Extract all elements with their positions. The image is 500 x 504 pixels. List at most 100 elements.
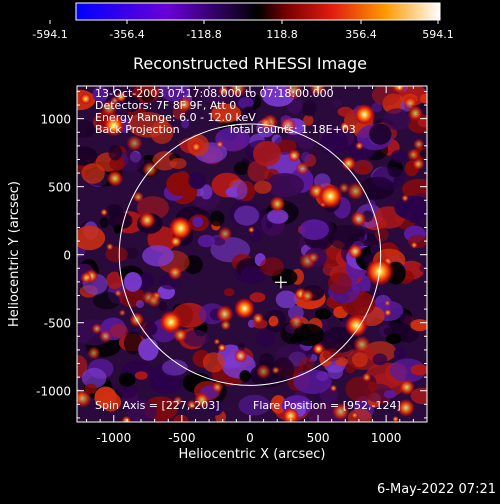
heatmap-cell <box>247 160 269 183</box>
heatmap-hotspot <box>114 289 122 298</box>
heatmap-cell <box>209 210 225 227</box>
heatmap-hotspot <box>259 117 272 130</box>
heatmap-cell <box>123 272 142 292</box>
heatmap-hotspot <box>106 243 114 251</box>
y-tick-label: -500 <box>44 317 71 331</box>
heatmap-cell <box>100 392 122 412</box>
heatmap-hotspot <box>80 271 93 284</box>
heatmap-cell <box>385 333 402 344</box>
heatmap-hotspot <box>353 335 371 354</box>
heatmap-hotspot <box>340 121 350 131</box>
heatmap-cell <box>150 120 174 144</box>
heatmap-cell <box>149 86 160 96</box>
heatmap-cell <box>420 93 427 104</box>
heatmap-cell <box>134 371 148 380</box>
heatmap-cell <box>410 319 427 332</box>
heatmap-cell <box>123 331 143 355</box>
heatmap-hotspot <box>312 343 325 355</box>
heatmap-cell <box>328 272 352 294</box>
heatmap-cell <box>332 99 342 108</box>
heatmap-cell <box>293 323 324 346</box>
heatmap-hotspot <box>147 294 161 308</box>
heatmap-cell <box>92 291 121 310</box>
heatmap-cell <box>352 352 368 368</box>
x-axis-label: Heliocentric X (arcsec) <box>179 447 326 462</box>
heatmap-cell <box>303 114 314 126</box>
heatmap-cell <box>239 370 251 383</box>
heatmap-cell <box>181 118 190 129</box>
heatmap-cell <box>215 126 251 152</box>
y-tick-label: 0 <box>63 249 71 263</box>
heatmap-cell <box>268 315 279 327</box>
heatmap-cell <box>372 353 388 366</box>
heatmap-cell <box>272 357 295 383</box>
plot-frame <box>76 85 428 423</box>
heatmap-cell <box>170 158 187 169</box>
heatmap-hotspot <box>173 396 183 406</box>
heatmap-hotspot <box>186 399 197 410</box>
heatmap-cell <box>371 102 383 113</box>
heatmap-hotspot <box>413 138 425 150</box>
heatmap-hotspot <box>121 415 132 422</box>
heatmap-cell <box>142 245 174 267</box>
x-tick-label: 1000 <box>371 431 402 445</box>
heatmap-hotspot <box>194 392 210 408</box>
heatmap-cell <box>135 300 145 309</box>
heatmap-hotspot <box>217 343 227 352</box>
heatmap-hotspot <box>213 338 221 345</box>
heatmap-hotspot <box>347 243 363 259</box>
heatmap-cell <box>299 357 315 371</box>
bright-source <box>344 314 368 337</box>
heatmap-hotspot <box>410 241 418 249</box>
heatmap-cell <box>383 327 394 336</box>
heatmap-cell <box>345 376 375 402</box>
heatmap-cell <box>200 184 213 200</box>
heatmap-hotspot <box>398 379 415 396</box>
heatmap-cell <box>394 195 427 221</box>
heatmap-cell <box>371 86 401 106</box>
heatmap-hotspot <box>269 196 286 212</box>
heatmap-cell <box>260 257 284 277</box>
heatmap-cell <box>293 369 332 395</box>
annotation-time-range: 13-Oct-2003 07:17:08.000 to 07:18:00.000 <box>95 87 334 100</box>
bright-source <box>318 183 343 209</box>
heatmap-cell <box>122 95 141 113</box>
heatmap-cell <box>211 103 242 123</box>
heatmap-cell <box>192 216 203 228</box>
heatmap-cell <box>369 123 392 145</box>
heatmap-hotspot <box>106 170 124 187</box>
heatmap-cell <box>383 108 411 131</box>
annotation-method: Back Projection <box>95 123 180 136</box>
y-axis-label: Heliocentric Y (arcsec) <box>7 181 22 327</box>
heatmap-hotspot <box>351 411 359 419</box>
heatmap-hotspot <box>216 140 224 149</box>
heatmap-cell <box>117 383 138 399</box>
heatmap-hotspot <box>191 141 202 153</box>
heatmap-cell <box>223 288 235 297</box>
heatmap-hotspot <box>77 389 92 408</box>
heatmap-hotspot <box>295 161 310 176</box>
heatmap-cell <box>99 217 109 229</box>
heatmap-hotspot <box>307 251 320 264</box>
heatmap-hotspot <box>284 86 303 100</box>
heatmap-hotspot <box>350 210 367 227</box>
heatmap-hotspot <box>384 299 391 307</box>
heatmap-hotspot <box>167 265 183 281</box>
heatmap-cell <box>106 204 123 218</box>
heatmap-hotspot <box>346 182 365 200</box>
heatmap-cell <box>323 348 341 362</box>
x-tick-label: 500 <box>307 431 330 445</box>
heatmap-cell <box>391 149 408 163</box>
heatmap-cell <box>253 140 281 167</box>
heatmap-cell <box>241 106 257 123</box>
bright-source <box>234 298 255 319</box>
annotation-spin-axis: Spin Axis = [227,-203] <box>95 399 220 412</box>
heatmap-hotspot <box>391 86 407 94</box>
heatmap-hotspot <box>279 117 297 134</box>
heatmap-cell <box>393 347 406 359</box>
x-tick-label: -1000 <box>96 431 131 445</box>
heatmap-cell <box>267 209 289 224</box>
heatmap-hotspot <box>99 329 112 343</box>
heatmap-cell <box>265 220 273 229</box>
